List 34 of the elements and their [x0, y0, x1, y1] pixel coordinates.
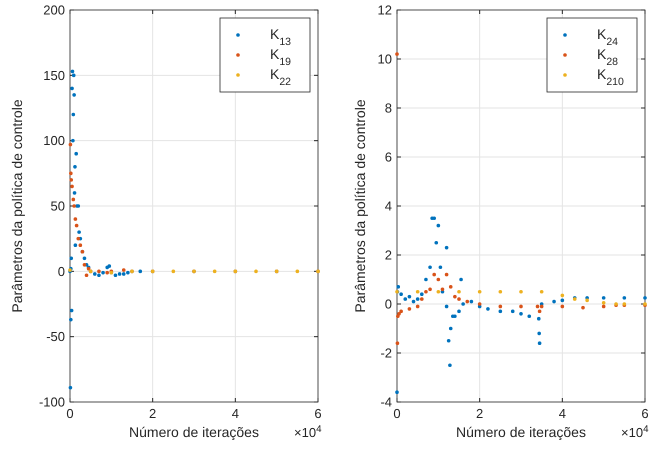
text: ×10$^{4}$ — [294, 424, 322, 440]
x-tick-label: 4 — [232, 406, 239, 421]
y-tick-label: 100 — [43, 133, 65, 148]
x-tick-label: 6 — [314, 406, 322, 421]
y-tick-label: -100 — [38, 394, 65, 410]
y-tick-label: 12 — [378, 2, 392, 18]
y-tick-label: 8 — [384, 100, 392, 116]
y-tick-label: 0 — [58, 264, 65, 279]
legend-label: K$_{28}$ — [597, 46, 618, 68]
y-tick-label: 150 — [43, 68, 65, 83]
x-tick-label: 2 — [149, 406, 156, 421]
y-axis-title: Parâmetros da política de controle — [352, 99, 368, 313]
legend-label: K$_{24}$ — [597, 26, 618, 48]
y-tick-label: 0 — [384, 296, 392, 312]
legend-label: K$_{19}$ — [270, 46, 292, 68]
y-tick-label: 6 — [384, 150, 392, 164]
x-tick-label: 4 — [558, 406, 566, 421]
text: ×10$^{4}$ — [621, 424, 650, 440]
x-tick-label: 2 — [476, 406, 484, 421]
y-tick-label: 2 — [384, 248, 392, 262]
x-tick-label: 6 — [641, 406, 649, 421]
y-tick-label: -50 — [46, 329, 65, 344]
x-axis-title: Número de iterações — [129, 424, 259, 440]
y-tick-label: 200 — [43, 2, 65, 18]
legend-label: K$_{13}$ — [270, 26, 292, 48]
y-tick-label: -4 — [380, 394, 392, 410]
x-axis-title: Número de iterações — [456, 424, 586, 440]
y-axis-title: Parâmetros da política de controle — [9, 99, 25, 313]
y-tick-label: 4 — [384, 198, 392, 214]
legend-label: K$_{210}$ — [597, 66, 624, 88]
y-tick-label: -2 — [380, 346, 392, 360]
y-tick-label: 50 — [50, 198, 65, 214]
legend-label: K$_{22}$ — [270, 66, 292, 88]
y-tick-label: 10 — [378, 52, 392, 66]
